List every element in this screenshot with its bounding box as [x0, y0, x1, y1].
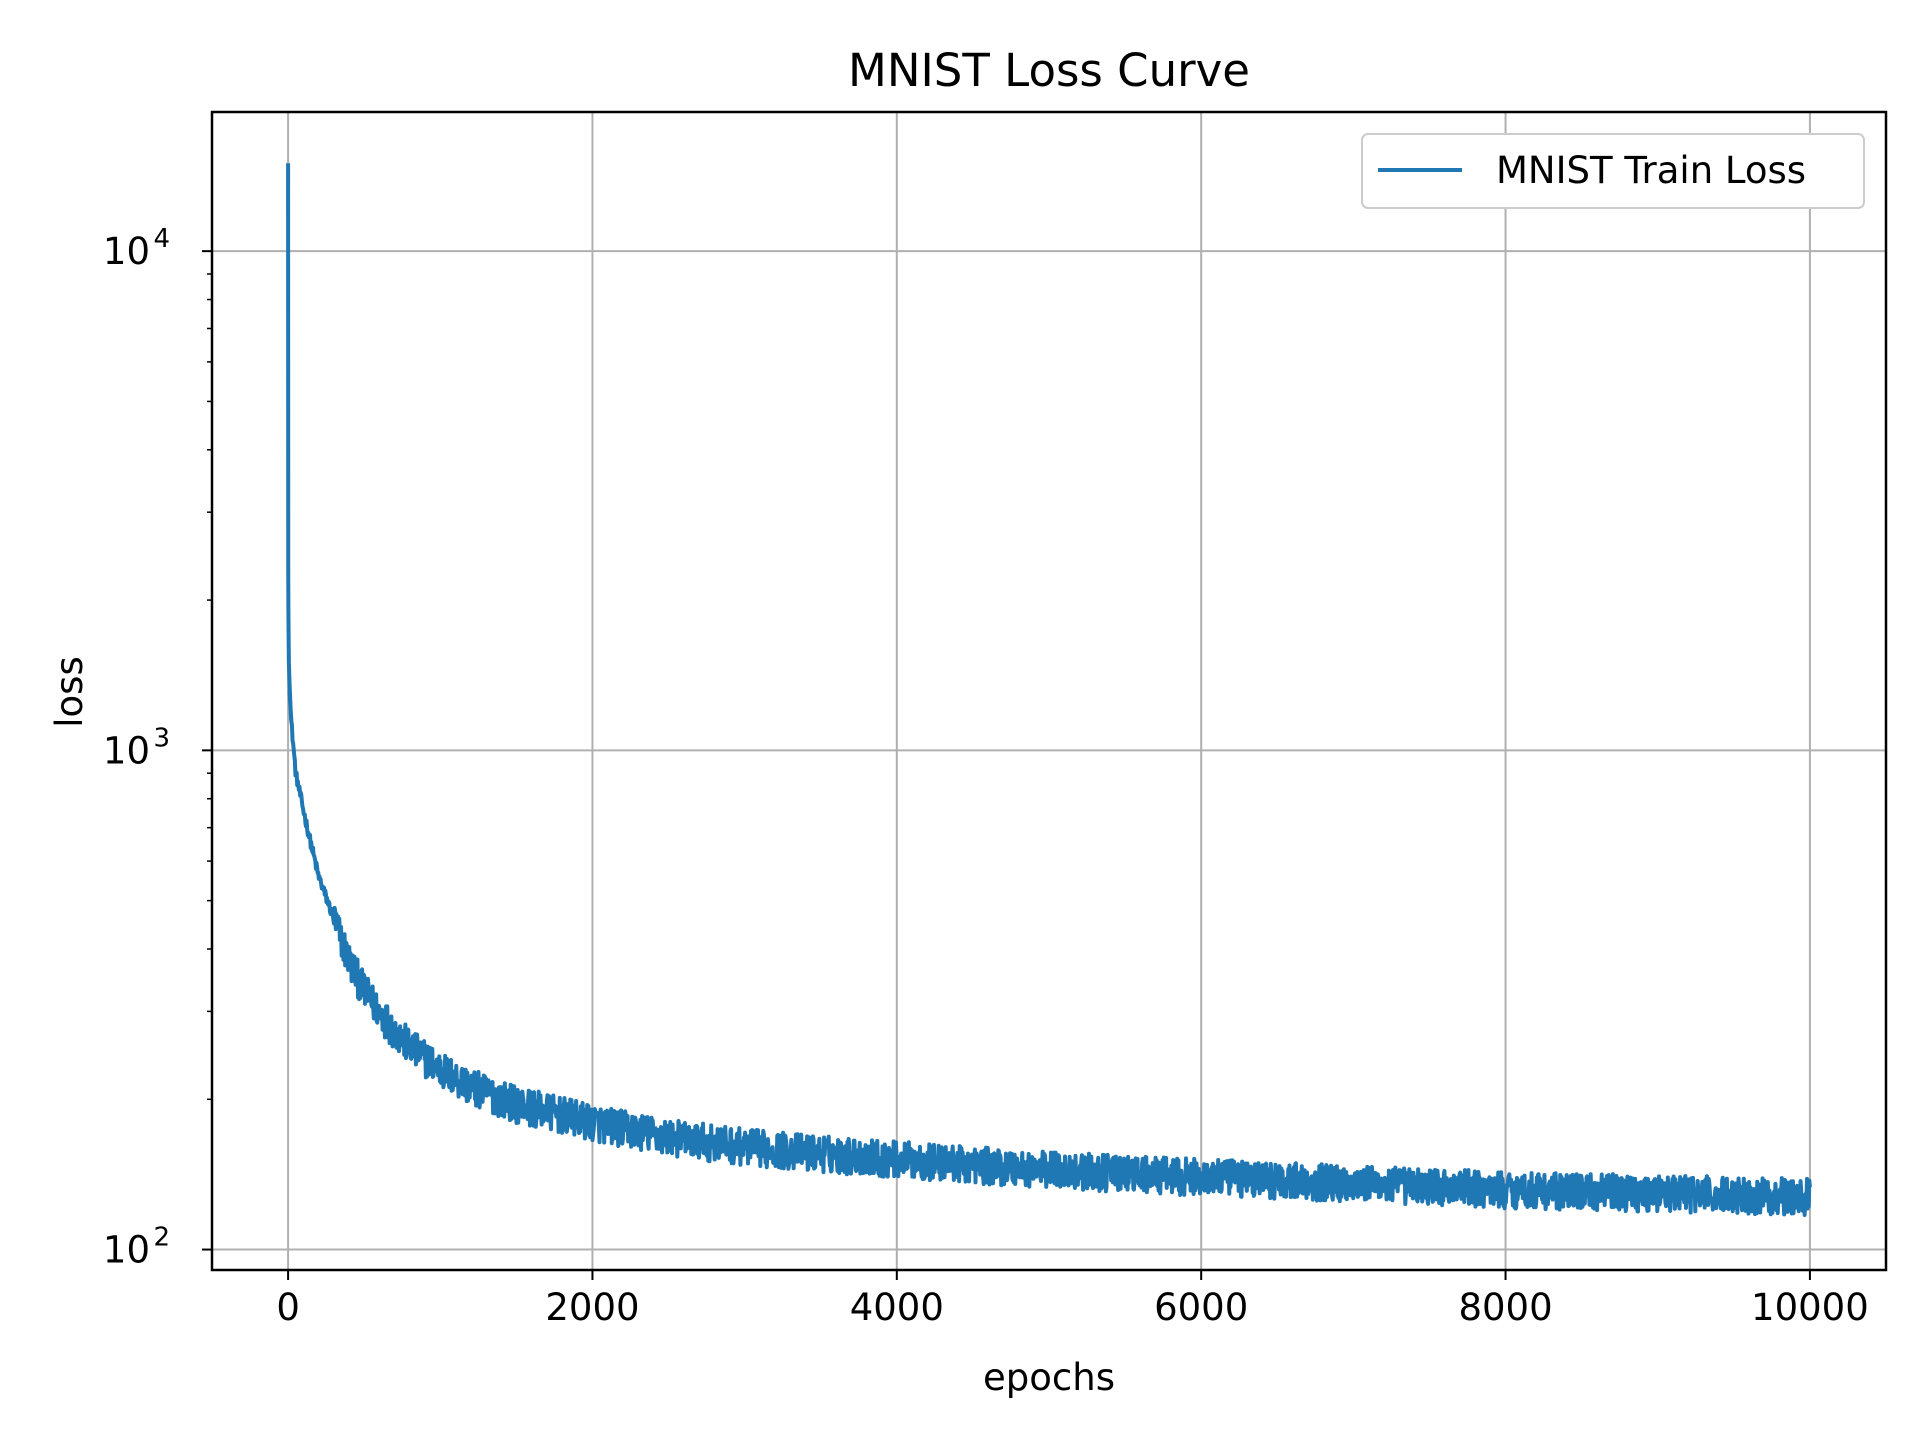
x-tick-label: 6000 — [1154, 1286, 1248, 1329]
x-tick-label: 8000 — [1458, 1286, 1552, 1329]
y-tick-label: 10 — [103, 230, 150, 273]
legend-box — [1361, 133, 1865, 209]
x-tick-label: 0 — [276, 1286, 300, 1329]
x-tick-label: 10000 — [1751, 1286, 1869, 1329]
x-axis-label: epochs — [983, 1356, 1115, 1399]
series-line-1 — [286, 163, 1812, 1217]
grid-lines — [212, 112, 1886, 1270]
legend-label: MNIST Train Loss — [1496, 149, 1806, 192]
legend: MNIST Train Loss — [1361, 133, 1865, 209]
chart-title: MNIST Loss Curve — [848, 44, 1250, 97]
y-tick-exponent: 4 — [153, 224, 170, 254]
y-tick-label: 10 — [103, 729, 150, 772]
y-tick-exponent: 3 — [153, 723, 170, 753]
x-tick-label: 2000 — [545, 1286, 639, 1329]
x-tick-label: 4000 — [850, 1286, 944, 1329]
y-axis-label: loss — [48, 656, 91, 727]
series-lines — [286, 163, 1812, 1217]
plot-frame — [210, 110, 1888, 1272]
y-tick-label: 10 — [103, 1229, 150, 1272]
y-tick-exponent: 2 — [153, 1223, 170, 1253]
